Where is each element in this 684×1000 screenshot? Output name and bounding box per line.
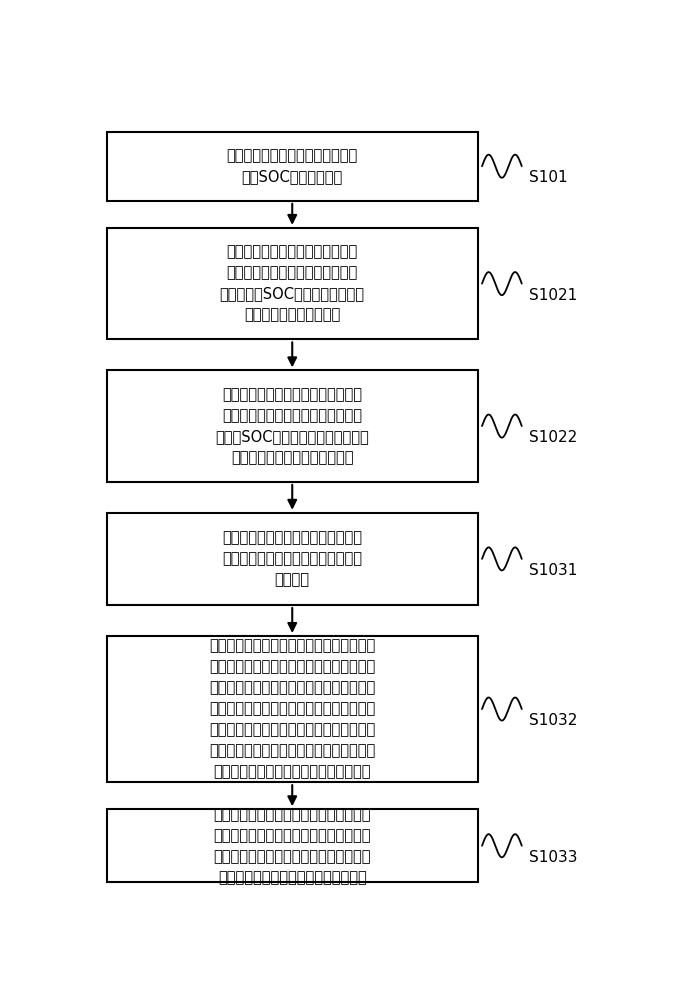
FancyBboxPatch shape [107, 228, 477, 339]
Text: 计算当前时刻的先验状态和后验状态估计
概率密度函数，判断所述估计概率密度函
数是否达到截止条件，若是，则结束计算
操作，若否，则继续循环执行计算操作: 计算当前时刻的先验状态和后验状态估计 概率密度函数，判断所述估计概率密度函 数是… [213, 807, 371, 885]
Text: 并行运行至少两个卡尔曼滤波，结
合所述电池等效电路模型和所述各
模型参数与SOC值的映射关系，建
立电池离散状态空间方程: 并行运行至少两个卡尔曼滤波，结 合所述电池等效电路模型和所述各 模型参数与SOC… [220, 245, 365, 323]
Text: S1022: S1022 [529, 430, 577, 445]
Text: S1021: S1021 [529, 288, 577, 303]
FancyBboxPatch shape [107, 809, 477, 882]
FancyBboxPatch shape [107, 513, 477, 605]
Text: S1032: S1032 [529, 713, 577, 728]
FancyBboxPatch shape [107, 132, 477, 201]
Text: 对初始时刻的概率密度函数进行初始
化处理，确定初始时刻的状态值和协
方差矩阵: 对初始时刻的概率密度函数进行初始 化处理，确定初始时刻的状态值和协 方差矩阵 [222, 530, 363, 587]
Text: 确定电池等效电路模型中各模型参
数与SOC值的映射关系: 确定电池等效电路模型中各模型参 数与SOC值的映射关系 [226, 148, 358, 184]
Text: 并行运行至少两个卡尔曼滤波，结合
所述电池等效电路模型和所述各模型
参数与SOC值的映射关系，建立系统
量测更新方程，并定义量测矩阵: 并行运行至少两个卡尔曼滤波，结合 所述电池等效电路模型和所述各模型 参数与SOC… [215, 387, 369, 465]
Text: 并行运行所有的卡尔曼滤波，循环执行多次
计算操作，每一次计算操作均执行多次所述
高斯和卡尔曼滤波算法，每一次执行所述高
斯和卡尔曼滤波算法时，执行时间更新，量
: 并行运行所有的卡尔曼滤波，循环执行多次 计算操作，每一次计算操作均执行多次所述 … [209, 639, 376, 780]
Text: S1031: S1031 [529, 563, 577, 578]
FancyBboxPatch shape [107, 636, 477, 782]
Text: S1033: S1033 [529, 850, 577, 865]
FancyBboxPatch shape [107, 370, 477, 482]
Text: S101: S101 [529, 170, 567, 185]
